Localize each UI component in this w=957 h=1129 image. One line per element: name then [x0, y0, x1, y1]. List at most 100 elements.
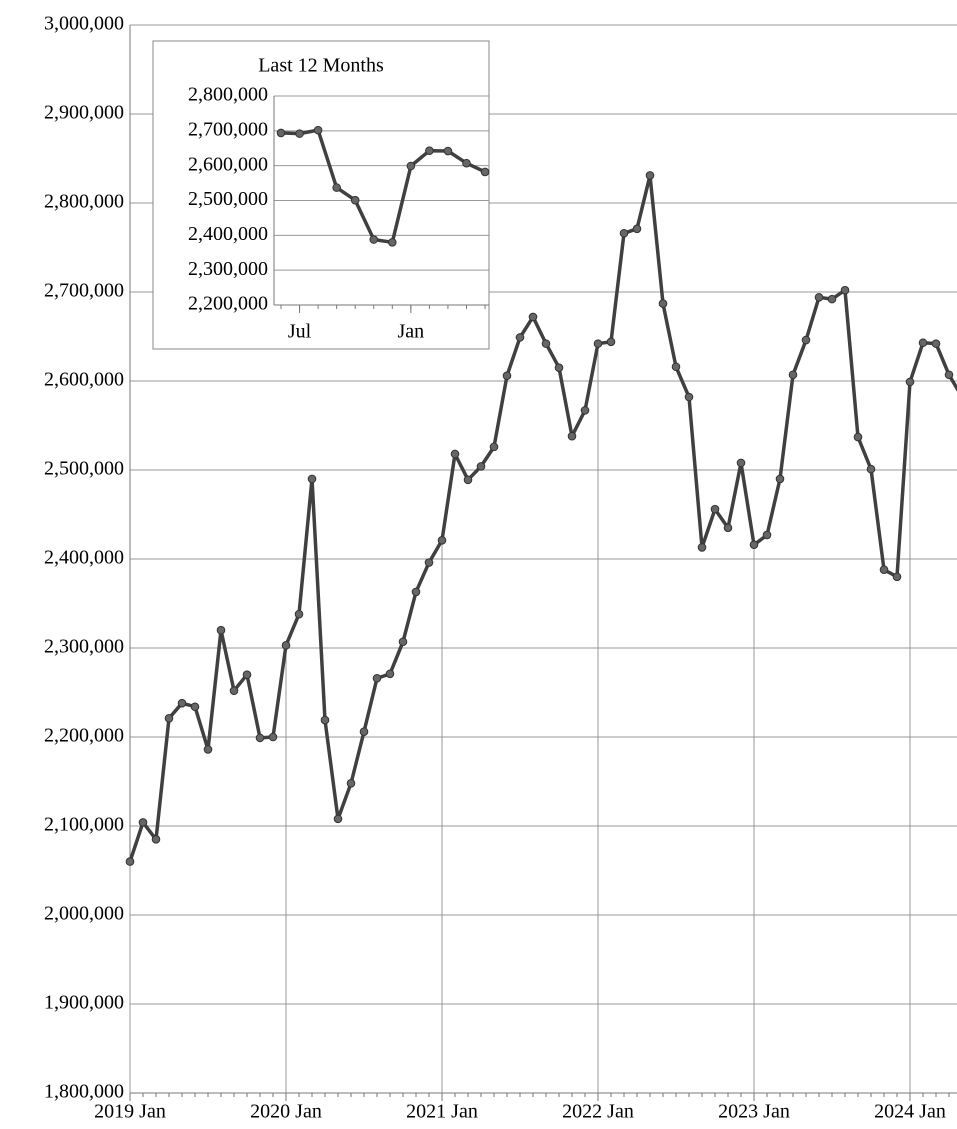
data-point — [931, 339, 941, 348]
data-point — [177, 698, 187, 708]
data-point — [710, 504, 720, 514]
data-point — [332, 183, 341, 192]
y-tick-label: 2,900,000 — [44, 102, 124, 124]
data-point — [528, 312, 538, 322]
data-point — [276, 128, 286, 138]
data-point — [333, 814, 343, 824]
data-point — [515, 333, 525, 342]
y-tick-label: 2,500,000 — [188, 188, 268, 210]
data-point — [203, 745, 213, 754]
data-point — [320, 715, 330, 725]
data-point — [723, 523, 733, 533]
data-point — [216, 625, 226, 635]
x-tick-label: 2021 Jan — [406, 1101, 478, 1123]
data-point — [190, 702, 200, 712]
x-tick-label: Jul — [288, 321, 312, 343]
data-point — [463, 475, 473, 485]
data-point — [138, 818, 148, 827]
data-point — [606, 337, 616, 347]
y-tick-label: 2,200,000 — [44, 725, 124, 747]
data-point — [554, 363, 564, 372]
data-point — [411, 587, 421, 597]
inset-title: Last 12 Months — [258, 55, 384, 77]
data-point — [294, 609, 304, 619]
data-point — [268, 732, 278, 742]
data-point — [406, 161, 416, 171]
x-tick-label: 2020 Jan — [250, 1101, 322, 1123]
data-point — [398, 637, 408, 647]
data-point — [385, 669, 395, 679]
data-point — [295, 129, 304, 138]
data-point — [827, 294, 837, 304]
y-tick-label: 2,100,000 — [44, 814, 124, 836]
data-point — [892, 572, 902, 582]
data-point — [905, 377, 915, 387]
data-point — [489, 442, 499, 452]
data-point — [580, 406, 590, 415]
data-point — [853, 432, 863, 442]
y-tick-label: 2,700,000 — [44, 280, 124, 302]
data-point — [450, 449, 460, 459]
data-point — [736, 458, 746, 468]
data-point — [359, 727, 369, 736]
data-point — [346, 778, 356, 788]
data-point — [307, 474, 317, 484]
inset-frame — [152, 40, 490, 350]
y-tick-label: 2,300,000 — [188, 258, 268, 280]
data-point — [369, 235, 379, 244]
data-point — [632, 224, 642, 234]
data-point — [671, 362, 681, 372]
y-tick-label: 2,300,000 — [44, 636, 124, 658]
y-tick-label: 2,600,000 — [44, 369, 124, 391]
y-tick-label: 3,000,000 — [44, 13, 124, 35]
data-point — [125, 857, 135, 866]
data-point — [541, 339, 551, 348]
data-point — [762, 530, 772, 540]
data-point — [840, 285, 850, 295]
y-tick-label: 2,600,000 — [188, 153, 268, 175]
data-point — [658, 299, 668, 308]
y-tick-label: 2,200,000 — [188, 293, 268, 315]
y-tick-label: 2,400,000 — [44, 547, 124, 569]
data-point — [944, 370, 954, 380]
y-tick-label: 2,700,000 — [188, 118, 268, 140]
data-point — [242, 670, 252, 680]
data-point — [749, 540, 759, 550]
data-point — [255, 733, 265, 743]
data-point — [229, 686, 239, 696]
data-point — [313, 125, 323, 135]
data-point — [443, 146, 453, 156]
data-point — [425, 146, 434, 155]
data-point — [788, 370, 798, 380]
data-point — [372, 673, 382, 683]
data-point — [476, 462, 486, 471]
data-point — [866, 464, 876, 474]
y-tick-label: 2,500,000 — [44, 458, 124, 480]
x-tick-label: 2023 Jan — [718, 1101, 790, 1123]
x-tick-label: 2024 Jan — [874, 1101, 946, 1123]
data-point — [424, 558, 434, 567]
x-tick-label: 2022 Jan — [562, 1101, 634, 1123]
data-point — [462, 158, 471, 168]
data-point — [697, 543, 707, 552]
data-point — [151, 835, 161, 844]
data-point — [593, 339, 603, 348]
y-tick-label: 2,400,000 — [188, 223, 268, 245]
data-point — [879, 565, 889, 574]
data-point — [437, 536, 447, 545]
data-point — [684, 392, 694, 402]
data-point — [801, 335, 811, 345]
x-tick-label: 2019 Jan — [94, 1101, 166, 1123]
x-tick-label: Jan — [398, 321, 425, 343]
data-point — [350, 195, 360, 205]
data-point — [388, 238, 397, 247]
y-tick-label: 1,800,000 — [44, 1081, 124, 1103]
y-tick-label: 2,800,000 — [44, 191, 124, 213]
data-point — [645, 171, 655, 180]
data-point — [480, 167, 490, 177]
data-point — [502, 371, 512, 380]
data-point — [567, 431, 577, 441]
y-tick-label: 2,000,000 — [44, 903, 124, 925]
data-point — [814, 293, 824, 302]
